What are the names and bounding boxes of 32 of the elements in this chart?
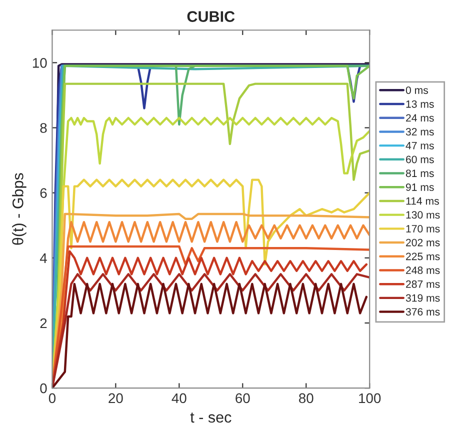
legend-label: 47 ms bbox=[406, 142, 434, 150]
legend-label: 81 ms bbox=[406, 170, 434, 178]
x-tick-label: 80 bbox=[299, 393, 314, 404]
x-tick-label: 20 bbox=[108, 393, 123, 404]
legend-label: 130 ms bbox=[406, 211, 440, 219]
x-tick-label: 0 bbox=[48, 393, 56, 404]
legend-label: 13 ms bbox=[406, 100, 434, 108]
y-axis-title: θ(t) - Gbps bbox=[12, 173, 26, 245]
y-tick-label: 10 bbox=[32, 58, 47, 68]
legend-label: 202 ms bbox=[406, 238, 440, 246]
legend-label: 60 ms bbox=[406, 156, 434, 164]
legend-label: 248 ms bbox=[406, 266, 440, 274]
y-tick-label: 8 bbox=[40, 123, 47, 133]
x-tick-label: 100 bbox=[359, 393, 381, 404]
legend-label: 114 ms bbox=[406, 197, 439, 205]
legend-label: 225 ms bbox=[406, 252, 440, 260]
legend-label: 0 ms bbox=[406, 86, 428, 94]
legend-label: 32 ms bbox=[406, 128, 434, 136]
x-tick-label: 60 bbox=[236, 393, 250, 404]
chart-title: CUBIC bbox=[187, 11, 235, 22]
legend-label: 24 ms bbox=[406, 114, 434, 122]
legend-label: 91 ms bbox=[406, 183, 434, 191]
x-tick-label: 40 bbox=[172, 393, 186, 404]
y-tick-label: 2 bbox=[40, 318, 47, 328]
legend-label: 376 ms bbox=[406, 308, 440, 316]
y-tick-label: 0 bbox=[40, 383, 47, 394]
y-tick-label: 6 bbox=[40, 188, 47, 198]
legend-label: 170 ms bbox=[406, 225, 440, 232]
y-tick-label: 4 bbox=[40, 253, 47, 263]
x-axis-title: t - sec bbox=[190, 412, 232, 423]
legend-label: 319 ms bbox=[406, 294, 440, 302]
legend-label: 287 ms bbox=[406, 280, 440, 288]
